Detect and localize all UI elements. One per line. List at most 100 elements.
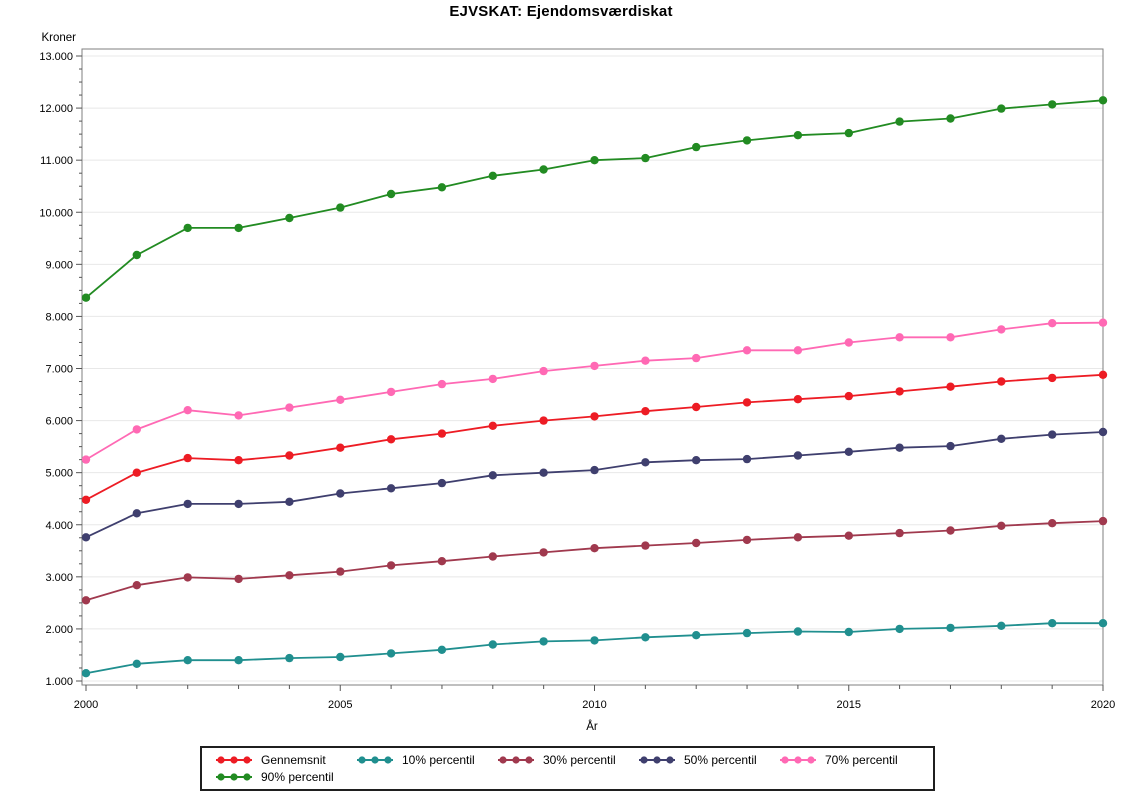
- legend-row: 90% percentil: [214, 768, 921, 785]
- data-point: [539, 416, 548, 425]
- data-point: [946, 526, 955, 535]
- data-point: [1098, 96, 1108, 105]
- data-point: [1098, 427, 1108, 437]
- x-tick-label: 2005: [328, 699, 352, 711]
- data-point: [895, 443, 904, 452]
- y-tick-label: 9.000: [45, 259, 73, 271]
- series-line: [85, 373, 1104, 501]
- data-point: [641, 356, 650, 365]
- data-point: [132, 468, 141, 477]
- data-point: [132, 581, 141, 590]
- data-point: [488, 552, 497, 561]
- data-point: [285, 403, 294, 412]
- data-point: [997, 104, 1006, 113]
- legend-marker-icon: [357, 755, 393, 764]
- data-point: [997, 621, 1006, 630]
- data-point: [539, 165, 548, 174]
- data-point: [81, 293, 91, 302]
- data-point: [437, 645, 447, 654]
- data-point: [183, 499, 192, 509]
- data-point: [234, 411, 243, 420]
- data-point: [692, 142, 701, 152]
- data-point: [488, 640, 497, 649]
- data-point: [946, 382, 955, 391]
- data-point: [793, 627, 803, 636]
- data-point: [692, 456, 701, 465]
- data-point: [183, 453, 192, 463]
- plot-area: 1.000 2.000 3.000 4.000 5.000 6.000 7.000 8.000…: [39, 48, 1115, 711]
- data-point: [590, 361, 599, 371]
- data-point: [81, 495, 91, 504]
- data-point: [539, 637, 548, 646]
- data-point: [946, 623, 955, 633]
- legend-item-label: 30% percentil: [543, 752, 616, 767]
- data-point: [844, 391, 853, 401]
- data-point: [386, 649, 396, 658]
- x-tick-label: 2020: [1091, 699, 1115, 711]
- data-point: [997, 377, 1006, 386]
- data-point: [183, 223, 192, 233]
- data-point: [488, 421, 497, 430]
- data-point: [692, 538, 701, 548]
- data-point: [895, 624, 904, 634]
- data-point: [793, 131, 803, 140]
- data-point: [946, 333, 955, 342]
- data-point: [386, 435, 396, 444]
- data-point: [81, 455, 91, 464]
- series-70-percentil: [81, 318, 1108, 464]
- data-point: [641, 153, 650, 163]
- data-point: [1098, 370, 1108, 379]
- data-point: [641, 407, 650, 416]
- data-point: [234, 456, 243, 465]
- data-point: [488, 171, 497, 180]
- data-point: [692, 631, 701, 640]
- data-point: [742, 454, 752, 464]
- y-tick-label: 1.000: [45, 676, 73, 688]
- data-point: [234, 656, 243, 665]
- data-point: [183, 656, 192, 665]
- data-point: [742, 535, 752, 545]
- legend-item: 70% percentil: [778, 753, 919, 767]
- data-point: [742, 628, 752, 638]
- legend-item-label: 50% percentil: [684, 752, 757, 767]
- data-point: [132, 425, 141, 434]
- legend-marker-icon: [780, 755, 816, 764]
- series-line: [85, 321, 1104, 461]
- data-point: [285, 571, 294, 580]
- legend-marker-icon: [216, 755, 252, 764]
- data-point: [692, 353, 701, 363]
- data-point: [386, 387, 396, 397]
- y-tick-label: 5.000: [45, 468, 73, 480]
- y-tick-label: 10.000: [39, 207, 73, 219]
- legend-item: 90% percentil: [214, 770, 355, 784]
- y-tick-label: 7.000: [45, 364, 73, 376]
- series-gennemsnit: [81, 370, 1108, 504]
- data-point: [895, 117, 904, 126]
- data-point: [539, 366, 548, 376]
- y-tick-label: 12.000: [39, 103, 73, 115]
- data-point: [336, 489, 345, 498]
- data-point: [285, 213, 294, 223]
- data-point: [742, 136, 752, 145]
- data-point: [437, 429, 447, 438]
- data-point: [81, 533, 91, 542]
- data-point: [1048, 430, 1057, 439]
- data-point: [641, 541, 650, 550]
- data-point: [895, 333, 904, 342]
- y-tick-label: 13.000: [39, 51, 73, 63]
- data-point: [386, 561, 396, 570]
- y-tick-label: 2.000: [45, 624, 73, 636]
- x-axis-label: År: [586, 720, 598, 733]
- line-chart-plot: Kroner 1.000 2.000 3.000 4.000 5.000 6.000 7.0…: [39, 32, 1115, 733]
- y-tick-label: 8.000: [45, 311, 73, 323]
- data-point: [336, 443, 345, 452]
- data-point: [437, 183, 447, 192]
- data-point: [590, 412, 599, 421]
- data-point: [81, 669, 91, 678]
- data-point: [234, 223, 243, 233]
- legend-marker-icon: [498, 755, 534, 764]
- data-point: [793, 346, 803, 355]
- data-point: [895, 528, 904, 538]
- data-point: [793, 395, 803, 404]
